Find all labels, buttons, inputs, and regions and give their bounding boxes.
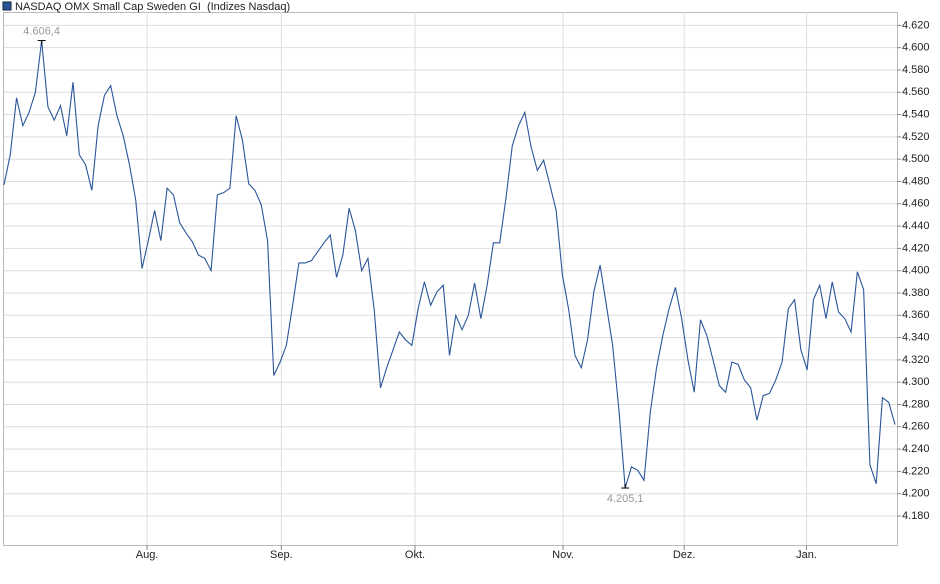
line	[3, 40, 896, 489]
y-tick-label: 4.400	[902, 265, 930, 277]
y-tick-label: 4.180	[902, 510, 930, 522]
x-tick-label: Sep.	[270, 549, 293, 561]
plot-frame	[3, 12, 898, 546]
y-tick-label: 4.380	[902, 287, 930, 299]
y-tick-label: 4.620	[902, 19, 930, 31]
y-tick-label: 4.580	[902, 64, 930, 76]
x-tick-label: Dez.	[673, 549, 696, 561]
legend-label: NASDAQ OMX Small Cap Sweden GI (Indizes …	[15, 1, 290, 13]
legend-swatch	[2, 1, 12, 11]
x-tick-label: Aug.	[136, 549, 159, 561]
y-tick-label: 4.280	[902, 398, 930, 410]
y-tick-label: 4.340	[902, 332, 930, 344]
y-tick-label: 4.320	[902, 354, 930, 366]
y-tick-label: 4.480	[902, 175, 930, 187]
y-tick-label: 4.420	[902, 242, 930, 254]
y-tick-label: 4.360	[902, 309, 930, 321]
y-tick-label: 4.240	[902, 443, 930, 455]
y-tick-label: 4.460	[902, 198, 930, 210]
y-tick-label: 4.560	[902, 86, 930, 98]
annotation-label: 4.606,4	[23, 25, 60, 37]
y-tick-label: 4.200	[902, 488, 930, 500]
y-tick-label: 4.600	[902, 42, 930, 54]
y-tick-label: 4.440	[902, 220, 930, 232]
annotation-label: 4.205,1	[607, 493, 644, 505]
y-tick-label: 4.540	[902, 108, 930, 120]
y-tick-label: 4.520	[902, 131, 930, 143]
x-tick-label: Nov.	[552, 549, 574, 561]
y-tick-label: 4.260	[902, 421, 930, 433]
x-tick-label: Jan.	[796, 549, 817, 561]
x-tick-label: Okt.	[405, 549, 425, 561]
y-tick-label: 4.220	[902, 465, 930, 477]
y-tick-label: 4.500	[902, 153, 930, 165]
y-tick-label: 4.300	[902, 376, 930, 388]
